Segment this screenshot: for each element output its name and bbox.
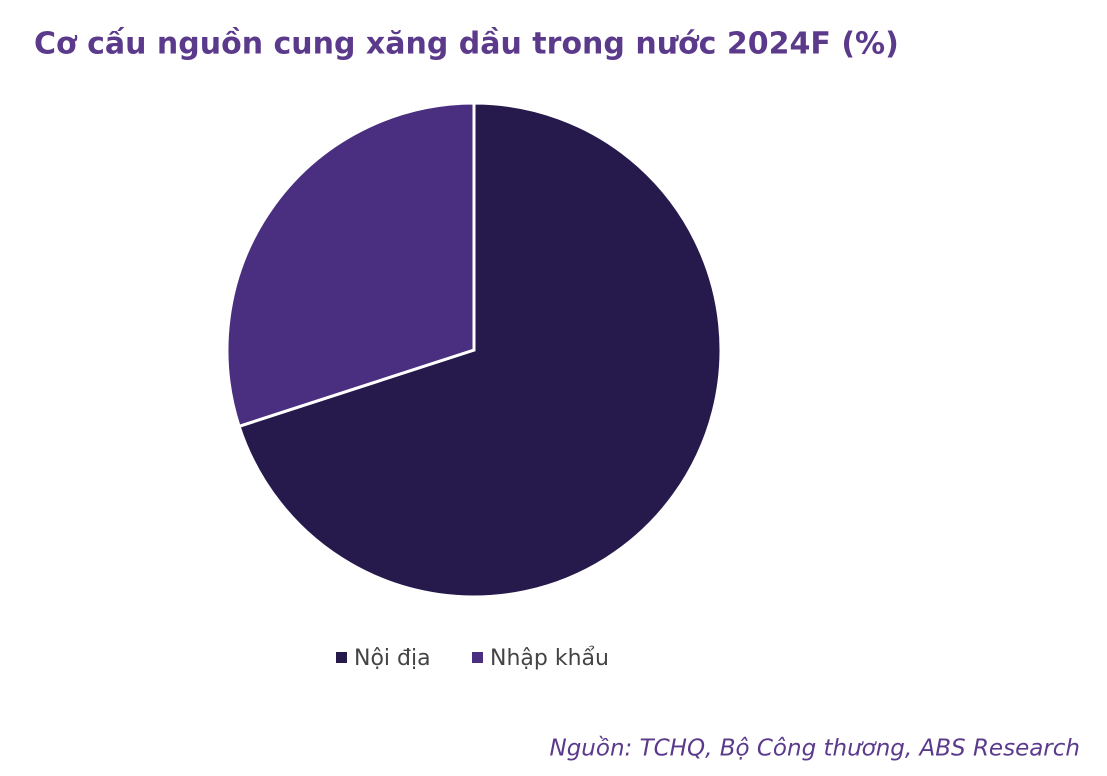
pie-slice [237, 101, 723, 599]
pie-slice [225, 101, 476, 429]
legend-label: Nhập khẩu [490, 646, 609, 671]
legend-swatch [472, 652, 483, 663]
chart-title: Cơ cấu nguồn cung xăng dầu trong nước 20… [34, 27, 899, 62]
legend-swatch [336, 652, 347, 663]
legend-label: Nội địa [354, 646, 431, 671]
source-note: Nguồn: TCHQ, Bộ Công thương, ABS Researc… [549, 736, 1080, 762]
